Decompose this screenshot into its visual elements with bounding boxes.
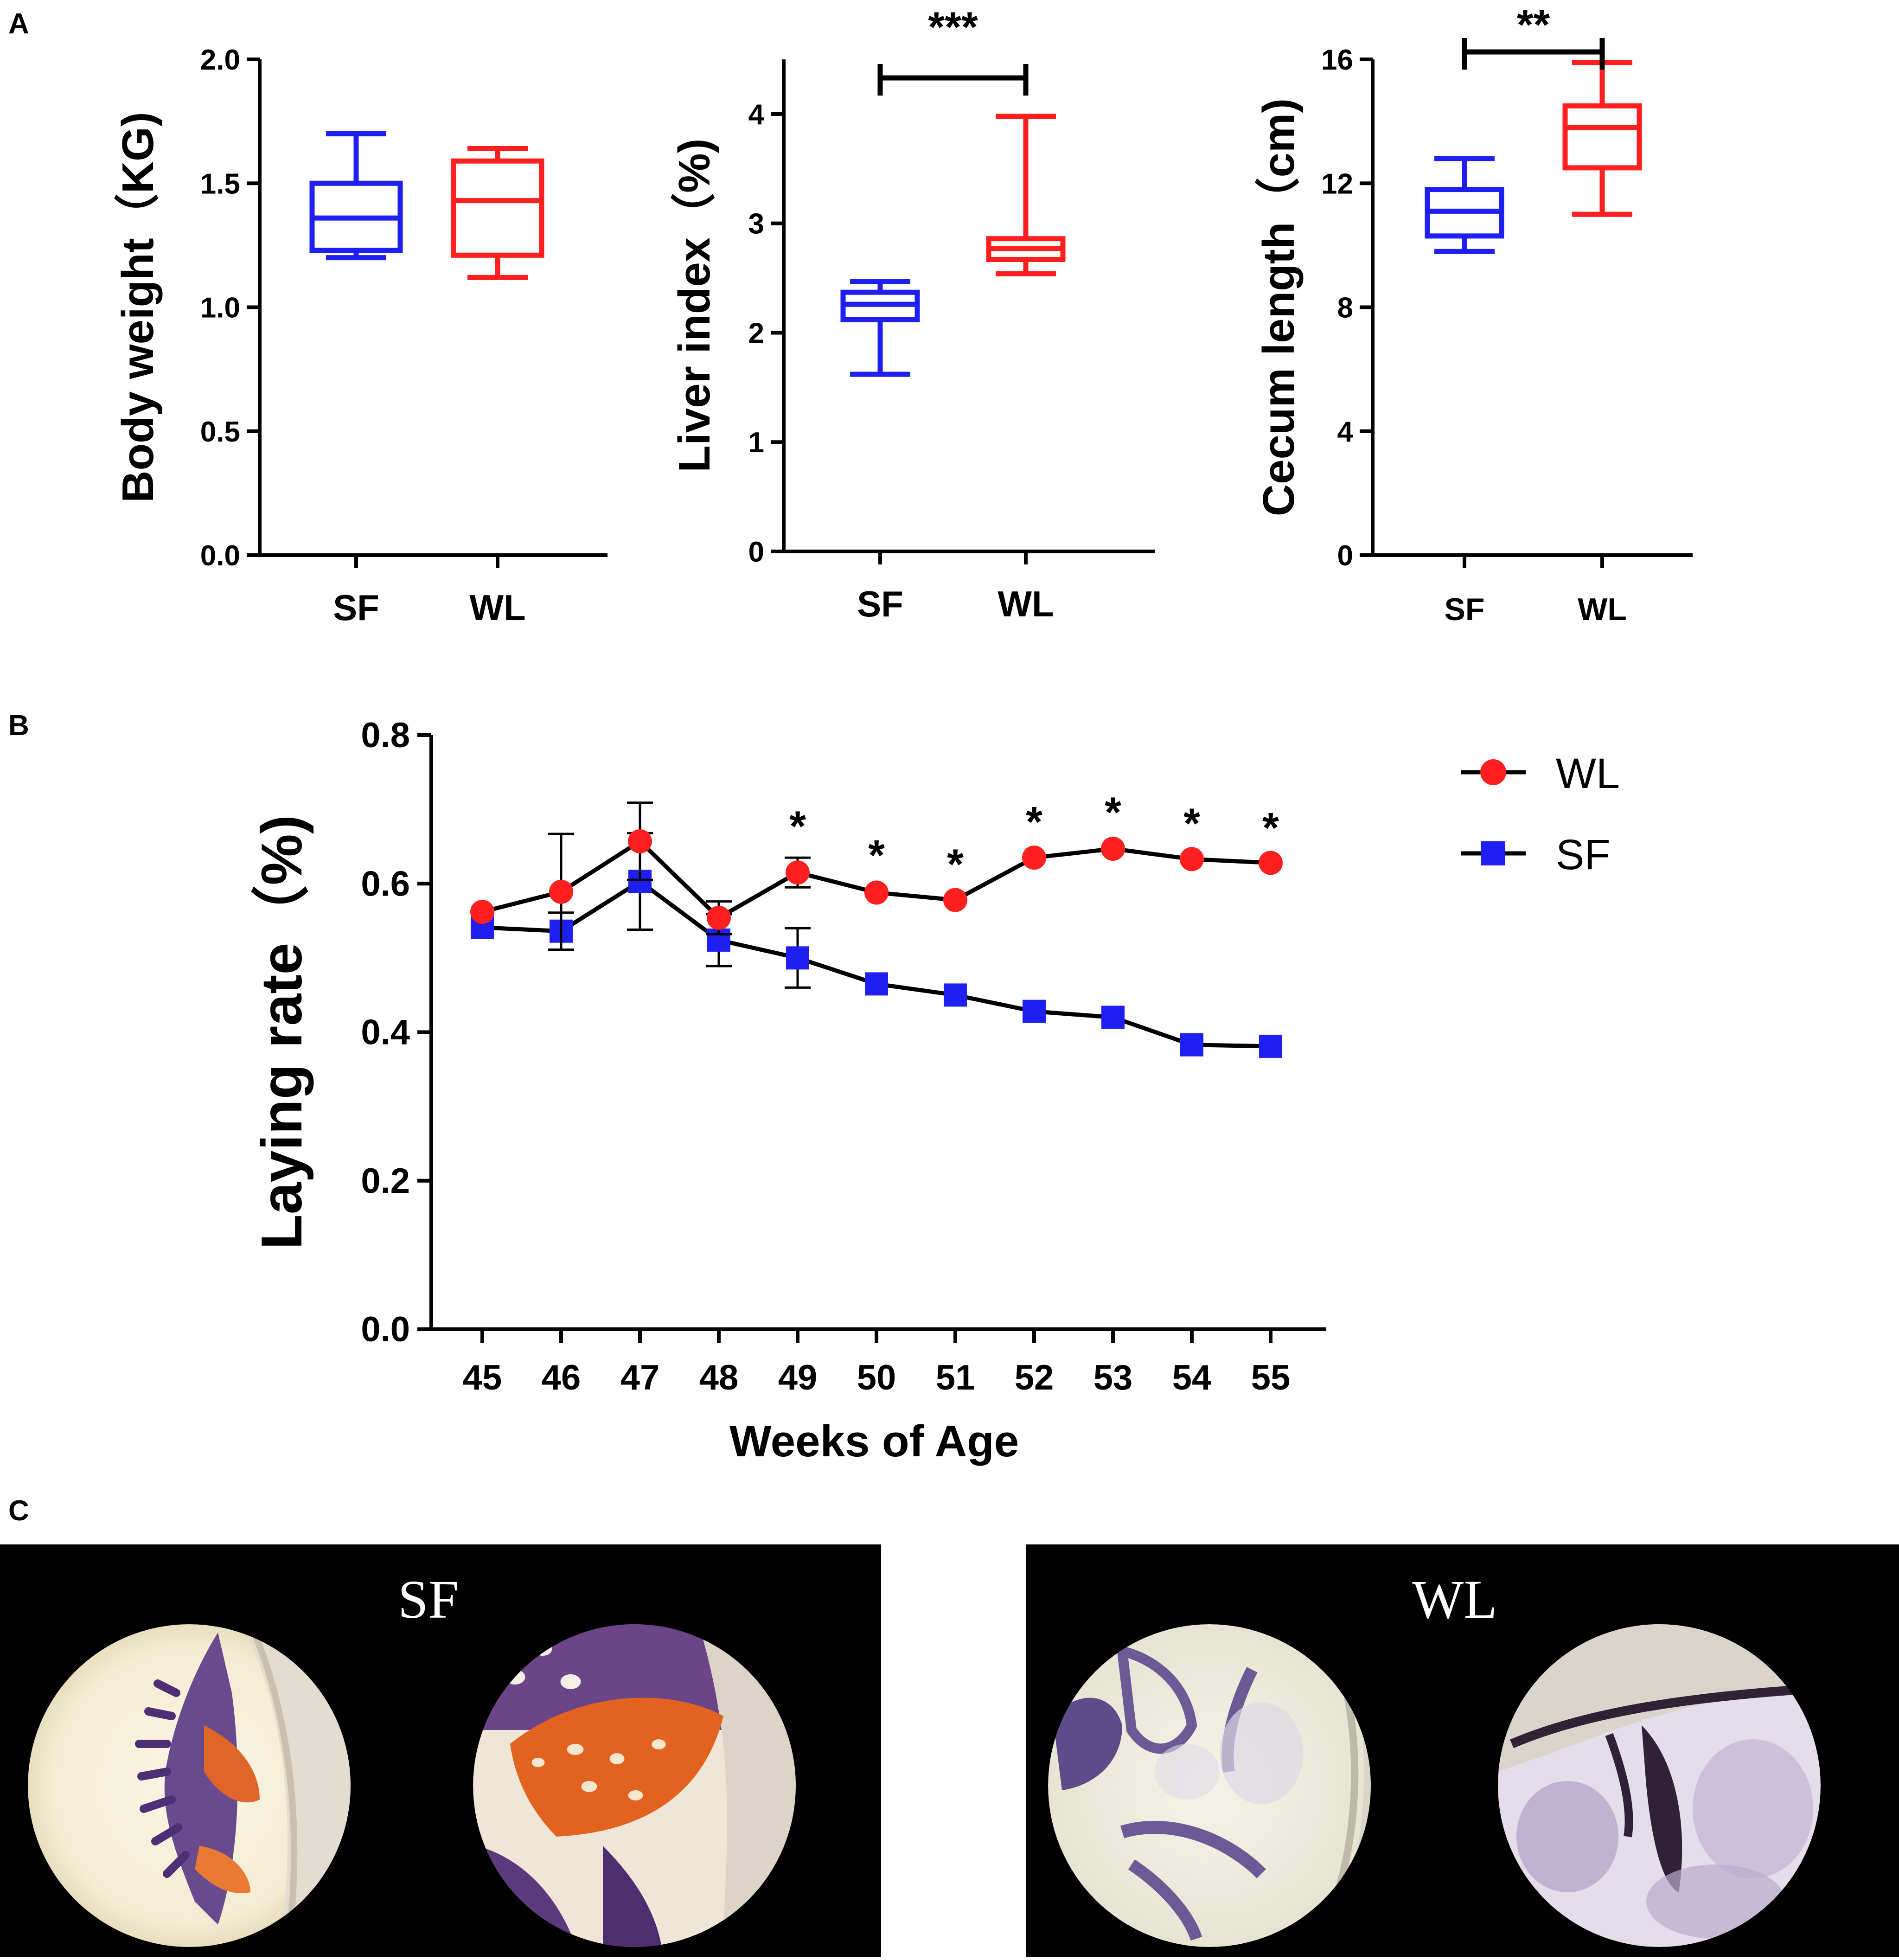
data-point (1022, 845, 1046, 870)
data-point (786, 860, 810, 885)
box-sf (309, 131, 403, 261)
y-tick-label: 0.0 (200, 540, 240, 572)
x-tick-label: SF (857, 583, 903, 624)
y-tick-label: 0.5 (200, 416, 240, 448)
x-tick-label: 55 (1251, 1358, 1291, 1397)
y-tick-label: 12 (1321, 168, 1353, 200)
significance-stars: ** (1517, 1, 1550, 49)
y-tick-label: 1.0 (200, 292, 240, 324)
legend: WL SF (1461, 750, 1620, 878)
x-tick-label: 45 (463, 1358, 502, 1397)
legend-label: WL (1556, 750, 1620, 797)
x-tick-label: 54 (1172, 1358, 1212, 1397)
y-axis-label: Liver index（%) (670, 138, 719, 472)
panel-label-a: A (8, 8, 29, 40)
data-point (786, 946, 809, 970)
data-point (1180, 847, 1204, 871)
x-tick-label: 50 (857, 1358, 896, 1397)
data-point (1180, 1033, 1203, 1057)
micrograph-panel-sf: SF (0, 1544, 881, 1957)
significance-star: * (1262, 804, 1279, 852)
panel-label-c: C (8, 1495, 29, 1527)
panel-label-b: B (8, 710, 29, 742)
micrograph-wl-low (1048, 1624, 1371, 1947)
micrograph-panel-wl: WL (1026, 1544, 1899, 1957)
x-tick-label: 48 (699, 1358, 739, 1397)
data-point (707, 905, 731, 930)
box-sf (840, 279, 920, 377)
data-point (864, 880, 889, 905)
micrograph-label-wl: WL (1412, 1569, 1497, 1630)
legend-marker (1480, 759, 1506, 785)
y-tick-label: 3 (748, 208, 764, 240)
x-tick-label: 52 (1015, 1358, 1054, 1397)
iqr-box (451, 158, 544, 258)
data-point (628, 829, 652, 853)
y-tick-label: 0.8 (361, 716, 410, 755)
x-tick-label: SF (1445, 592, 1485, 627)
x-tick-label: 46 (542, 1358, 581, 1397)
x-tick-label: WL (1578, 592, 1627, 627)
chart-laying-rate: 0.0 0.2 0.4 0.6 0.8 45 46 47 48 49 50 51 52 53 54 55 Wee… (250, 716, 1620, 1466)
data-point (943, 888, 967, 912)
legend-label: SF (1556, 831, 1611, 878)
y-tick-label: 0.2 (361, 1161, 410, 1201)
chart-body-weight: 0.0 0.5 1.0 1.5 2.0 SF WL Body weight（KG) (113, 44, 607, 628)
x-tick-label: 47 (620, 1358, 660, 1397)
y-axis-label: Body weight（KG) (113, 112, 163, 503)
y-tick-label: 2 (748, 317, 764, 349)
y-tick-label: 4 (748, 99, 765, 131)
x-axis-label: Weeks of Age (729, 1416, 1019, 1466)
y-tick-label: 2.0 (200, 44, 240, 76)
y-axis-label: Cecum length（cm) (1254, 98, 1304, 516)
significance-star: * (1105, 789, 1121, 836)
iqr-box (1562, 103, 1642, 171)
data-point (470, 900, 494, 924)
chart-cecum-length: 0 4 8 12 16 SF WL Cecum length（cm) ** (1254, 1, 1693, 627)
box-sf (1425, 156, 1504, 254)
micrograph-wl-high (1498, 1624, 1821, 1947)
x-tick-label: 51 (936, 1358, 975, 1397)
y-tick-label: 1 (748, 427, 764, 459)
data-point (1259, 1034, 1282, 1058)
significance-stars: *** (928, 4, 978, 51)
significance-star: * (1026, 799, 1042, 846)
data-point (1023, 999, 1046, 1023)
x-tick-label: WL (469, 587, 525, 628)
y-tick-label: 0 (748, 536, 764, 568)
data-point (1101, 836, 1125, 861)
box-wl (451, 146, 544, 280)
data-point (1259, 851, 1283, 875)
data-point (865, 972, 888, 996)
box-wl (1562, 60, 1642, 217)
micrograph-sf-low (28, 1624, 351, 1947)
y-tick-label: 1.5 (200, 168, 240, 200)
x-tick-label: 53 (1093, 1358, 1133, 1397)
x-tick-label: 49 (778, 1358, 818, 1397)
significance-star: * (1183, 800, 1200, 847)
box-wl (986, 114, 1066, 276)
y-tick-label: 0 (1337, 540, 1353, 572)
series-line (482, 878, 1271, 1049)
data-point (944, 983, 967, 1007)
x-tick-label: WL (997, 583, 1054, 624)
series-wl (470, 801, 1283, 951)
y-tick-label: 4 (1337, 416, 1354, 448)
y-tick-label: 16 (1321, 44, 1353, 76)
data-point (1101, 1006, 1125, 1029)
legend-marker (1481, 841, 1505, 865)
significance-star: * (789, 803, 806, 850)
significance-star: * (947, 841, 964, 888)
y-tick-label: 0.4 (361, 1013, 410, 1052)
x-tick-label: SF (333, 587, 379, 628)
micrograph-label-sf: SF (398, 1569, 459, 1630)
significance-star: * (868, 832, 885, 879)
chart-liver-index: 0 1 2 3 4 SF WL Liver index（%) *** (670, 4, 1155, 624)
y-tick-label: 8 (1337, 292, 1353, 324)
y-tick-label: 0.0 (361, 1310, 410, 1349)
y-axis-label: Laying rate（%) (250, 815, 314, 1249)
data-point (549, 879, 573, 904)
y-tick-label: 0.6 (361, 864, 410, 903)
